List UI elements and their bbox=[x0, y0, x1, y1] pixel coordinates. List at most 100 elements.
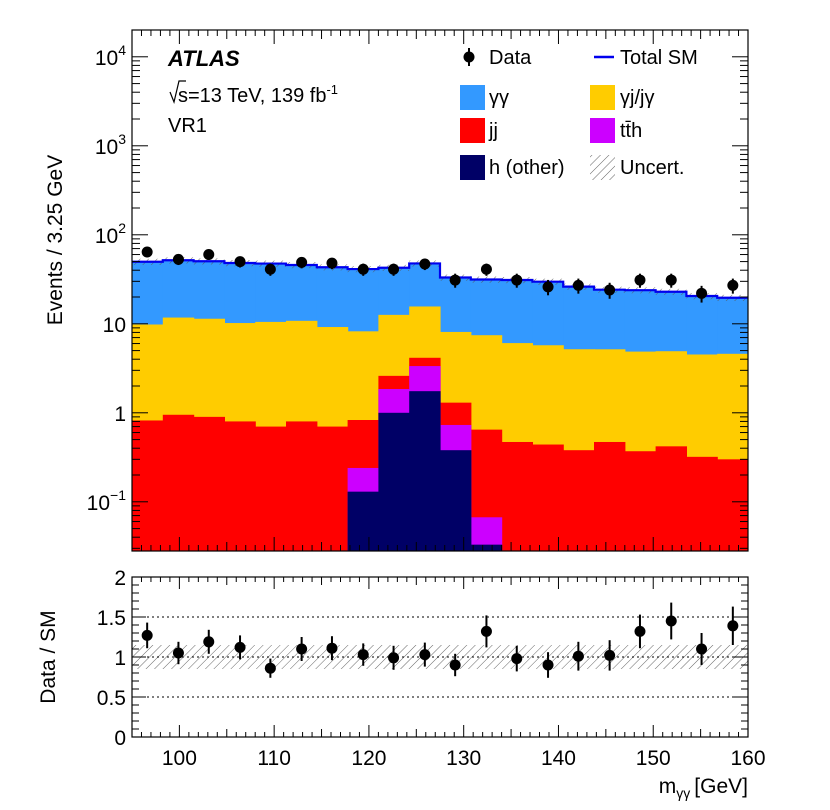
ratio-point bbox=[696, 643, 708, 655]
ratio-point bbox=[604, 649, 616, 661]
x-tick-label: 150 bbox=[636, 747, 671, 770]
data-point bbox=[296, 256, 308, 268]
bar-jj bbox=[255, 426, 287, 551]
ratio-point bbox=[542, 659, 554, 671]
ratio-point bbox=[480, 625, 492, 637]
ratio-point bbox=[234, 641, 246, 653]
data-point bbox=[357, 263, 369, 275]
ratio-point bbox=[172, 647, 184, 659]
y-tick-label: 104 bbox=[95, 42, 126, 70]
x-tick-label: 100 bbox=[162, 747, 197, 770]
ratio-y-ticks: 0 0.5 1 1.5 2 bbox=[97, 567, 748, 750]
data-point bbox=[665, 274, 677, 286]
legend-gj: γj/jγ bbox=[590, 85, 654, 110]
svg-text:tt̄h: tt̄h bbox=[620, 120, 642, 142]
data-point bbox=[449, 274, 461, 286]
ratio-point bbox=[449, 659, 461, 671]
svg-text:Data: Data bbox=[489, 47, 532, 69]
energy-lumi-label: s=13 TeV, 139 fb-1 bbox=[169, 80, 338, 107]
bar-jj bbox=[162, 414, 195, 551]
ratio-point bbox=[203, 636, 215, 648]
main-stack bbox=[132, 260, 748, 551]
legend-uncert: Uncert. bbox=[590, 155, 684, 180]
svg-text:γγ: γγ bbox=[489, 87, 509, 109]
y-tick-label: 102 bbox=[95, 220, 126, 248]
legend: Data Total SM γγ γj/jγ jj tt̄h h (other) bbox=[460, 47, 698, 180]
data-points bbox=[141, 246, 739, 303]
data-point bbox=[141, 246, 153, 258]
bar-jj bbox=[655, 446, 687, 551]
svg-text:jj: jj bbox=[488, 120, 498, 142]
bar-h-other bbox=[378, 412, 410, 551]
sqrt-s: s bbox=[178, 85, 188, 107]
ratio-point bbox=[357, 649, 369, 661]
data-point bbox=[542, 281, 554, 293]
bar-h-other bbox=[409, 391, 441, 551]
ratio-point bbox=[665, 615, 677, 627]
data-point bbox=[326, 257, 338, 269]
ratio-point bbox=[296, 643, 308, 655]
ratio-point bbox=[634, 625, 646, 637]
y-axis-label: Events / 3.25 GeV bbox=[44, 155, 67, 325]
ratio-y-tick-label: 2 bbox=[114, 567, 126, 590]
main-frame bbox=[131, 29, 749, 552]
bar-jj bbox=[594, 441, 626, 551]
ratio-point bbox=[727, 620, 739, 632]
bar-jj bbox=[624, 451, 657, 551]
data-point bbox=[511, 274, 523, 286]
ratio-point bbox=[264, 662, 276, 674]
data-point bbox=[419, 258, 431, 270]
ratio-uncertainty-band bbox=[132, 645, 748, 669]
atlas-label: ATLAS bbox=[167, 46, 240, 71]
ratio-x-ticks: 100 110 120 130 140 150 160 bbox=[131, 577, 766, 770]
data-point bbox=[696, 287, 708, 299]
ratio-point bbox=[141, 629, 153, 641]
y-tick-label: 10−1 bbox=[87, 487, 127, 515]
ratio-point bbox=[419, 649, 431, 661]
ratio-points bbox=[141, 602, 739, 678]
region-label: VR1 bbox=[168, 115, 207, 137]
data-point bbox=[634, 274, 646, 286]
bar-jj bbox=[132, 420, 164, 551]
ratio-y-tick-label: 0.5 bbox=[97, 687, 126, 710]
x-tick-label: 130 bbox=[446, 747, 481, 770]
x-axis-label: mγγ [GeV] bbox=[659, 775, 748, 801]
x-tick-label: 110 bbox=[257, 747, 290, 770]
legend-jj: jj bbox=[460, 118, 498, 143]
ratio-band-fill bbox=[132, 645, 748, 669]
data-point bbox=[203, 249, 215, 261]
legend-data: Data bbox=[463, 47, 532, 69]
data-point bbox=[727, 279, 739, 291]
svg-text:h (other): h (other) bbox=[489, 157, 565, 179]
bar-jj bbox=[193, 416, 225, 551]
ratio-point bbox=[572, 650, 584, 662]
legend-total-sm: Total SM bbox=[594, 47, 698, 69]
svg-text:s=13 TeV, 139 fb-1: s=13 TeV, 139 fb-1 bbox=[178, 82, 338, 107]
data-point bbox=[480, 263, 492, 275]
ratio-y-tick-label: 1 bbox=[114, 647, 126, 670]
bar-jj bbox=[563, 450, 595, 551]
y-tick-label: 103 bbox=[95, 131, 126, 159]
ratio-point bbox=[326, 642, 338, 654]
data-point bbox=[264, 263, 276, 275]
lumi-exponent: -1 bbox=[326, 82, 338, 97]
ratio-y-axis-label: Data / SM bbox=[37, 610, 60, 703]
bar-jj bbox=[286, 421, 318, 551]
x-tick-label: 120 bbox=[351, 747, 386, 770]
svg-text:Total SM: Total SM bbox=[620, 47, 698, 69]
bar-jj bbox=[501, 441, 533, 551]
data-point bbox=[572, 279, 584, 291]
ratio-point bbox=[511, 653, 523, 665]
bar-jj bbox=[316, 426, 349, 551]
ratio-y-tick-label: 1.5 bbox=[97, 607, 126, 630]
bar-jj bbox=[686, 456, 718, 551]
bar-jj bbox=[532, 444, 564, 551]
ratio-point bbox=[388, 652, 400, 664]
x-tick-label: 160 bbox=[730, 747, 765, 770]
data-point bbox=[234, 256, 246, 268]
main-y-ticks: 10−1 1 10 102 103 104 bbox=[87, 29, 748, 549]
data-point bbox=[604, 284, 616, 296]
ratio-y-tick-label: 0 bbox=[114, 727, 126, 750]
main-x-ticks bbox=[131, 30, 749, 551]
